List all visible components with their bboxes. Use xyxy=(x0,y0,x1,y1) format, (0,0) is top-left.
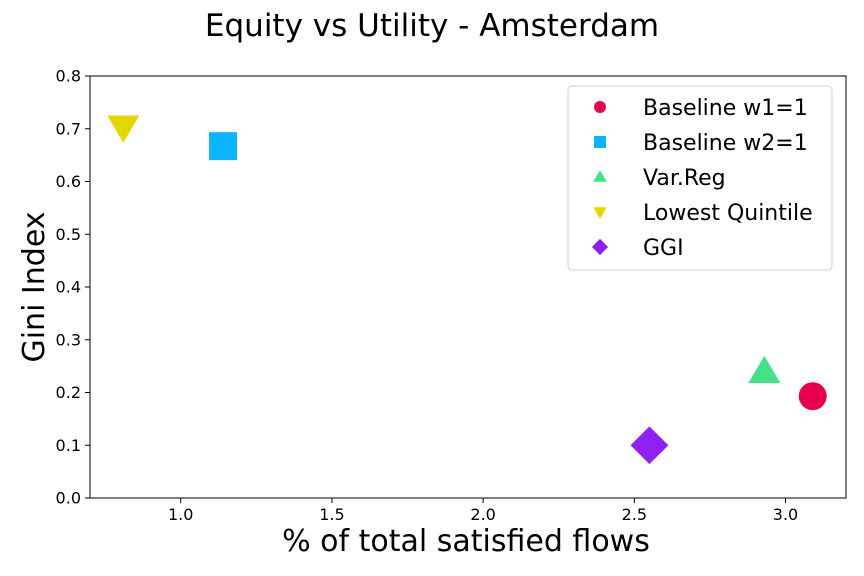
data-point-var-reg xyxy=(748,355,781,384)
legend: Baseline w1=1 Baseline w2=1 Var.Reg Lowest … xyxy=(567,85,833,271)
x-tick-label: 2.0 xyxy=(470,505,495,524)
x-axis-title: % of total satisfied flows xyxy=(282,524,650,559)
y-tick-label: 0.4 xyxy=(56,278,81,297)
y-tick-label: 0.8 xyxy=(56,67,81,86)
x-tick-label: 2.5 xyxy=(622,505,647,524)
y-axis-title: Gini Index xyxy=(17,211,52,362)
legend-marker-lowest-quintile xyxy=(593,207,607,219)
y-axis: 0.0 0.1 0.2 0.3 0.4 0.5 0.6 0.7 0.8 xyxy=(56,67,90,508)
legend-label-var-reg: Var.Reg xyxy=(643,166,726,191)
chart-title: Equity vs Utility - Amsterdam xyxy=(205,8,659,44)
y-tick-label: 0.2 xyxy=(56,383,81,402)
y-tick-label: 0.0 xyxy=(56,489,81,508)
data-point-ggi xyxy=(630,426,669,465)
x-axis: 1.0 1.5 2.0 2.5 3.0 xyxy=(168,498,798,524)
legend-box xyxy=(567,85,833,271)
legend-marker-baseline-w1-1 xyxy=(594,101,606,113)
legend-label-baseline-w1-1: Baseline w1=1 xyxy=(643,96,808,121)
legend-label-lowest-quintile: Lowest Quintile xyxy=(643,201,813,226)
data-point-baseline-w1-1 xyxy=(798,382,827,411)
legend-marker-baseline-w2-1 xyxy=(594,136,606,148)
y-tick-label: 0.3 xyxy=(56,330,81,349)
legend-marker-ggi xyxy=(591,238,609,256)
y-tick-label: 0.7 xyxy=(56,119,81,138)
y-tick-label: 0.6 xyxy=(56,172,81,191)
legend-marker-var-reg xyxy=(593,170,607,182)
x-tick-label: 1.0 xyxy=(168,505,193,524)
x-tick-label: 1.5 xyxy=(319,505,344,524)
x-tick-label: 3.0 xyxy=(773,505,798,524)
data-point-lowest-quintile xyxy=(107,115,140,143)
data-points xyxy=(107,115,827,465)
legend-label-baseline-w2-1: Baseline w2=1 xyxy=(643,131,808,156)
data-point-baseline-w2-1 xyxy=(209,132,238,161)
y-tick-label: 0.5 xyxy=(56,225,81,244)
legend-label-ggi: GGI xyxy=(643,236,684,261)
y-tick-label: 0.1 xyxy=(56,436,81,455)
